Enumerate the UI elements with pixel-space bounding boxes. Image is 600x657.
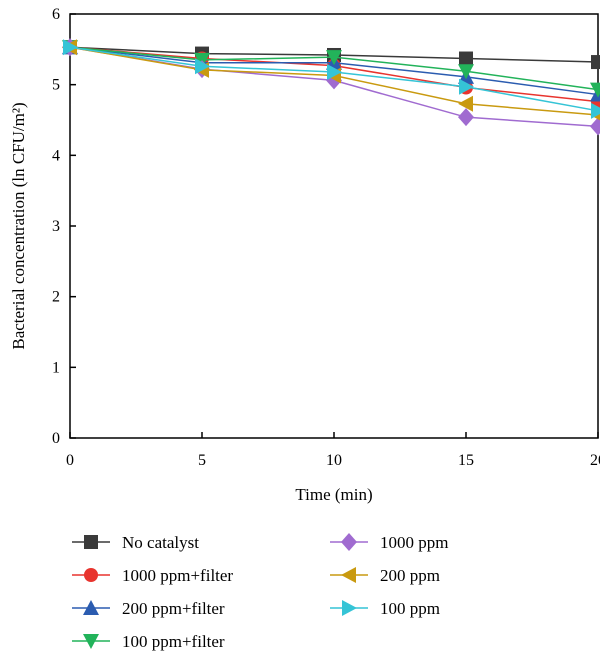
data-point	[458, 108, 474, 127]
legend-marker	[341, 567, 356, 583]
y-tick-label: 2	[52, 289, 60, 306]
legend-item: 200 ppm+filter	[72, 599, 225, 618]
data-point	[590, 117, 600, 136]
data-point	[326, 50, 342, 66]
y-tick-label: 0	[52, 430, 60, 447]
y-tick-label: 6	[52, 6, 60, 23]
legend-label: 200 ppm+filter	[122, 599, 225, 618]
data-point	[458, 64, 474, 80]
x-tick-label: 0	[66, 452, 74, 469]
legend-label: 100 ppm+filter	[122, 632, 225, 651]
data-point	[63, 39, 78, 56]
x-tick-label: 20	[590, 452, 600, 469]
data-point	[195, 58, 210, 75]
data-point	[327, 63, 342, 80]
series-layer	[62, 38, 600, 136]
legend-marker	[84, 535, 98, 549]
y-tick-label: 3	[52, 218, 60, 235]
data-point	[459, 78, 474, 95]
legend-label: 1000 ppm	[380, 533, 448, 552]
x-axis: 0 5 10 15 20	[66, 432, 600, 469]
legend-item: 1000 ppm+filter	[72, 566, 233, 585]
y-tick-label: 4	[52, 147, 60, 164]
y-axis: 0 1 2 3 4 5 6	[52, 6, 76, 447]
data-point	[459, 51, 473, 66]
legend-label: 100 ppm	[380, 599, 440, 618]
y-tick-label: 5	[52, 77, 60, 94]
legend-item: 100 ppm	[330, 599, 440, 618]
legend-label: 1000 ppm+filter	[122, 566, 233, 585]
data-point	[591, 55, 600, 70]
legend-marker	[341, 533, 357, 551]
legend-marker	[84, 568, 98, 582]
x-tick-label: 10	[326, 452, 342, 469]
data-point	[590, 82, 600, 98]
legend-marker	[83, 600, 99, 615]
series-6	[63, 39, 600, 119]
legend-item: 200 ppm	[330, 566, 440, 585]
legend-item: No catalyst	[72, 533, 199, 552]
legend-label: 200 ppm	[380, 566, 440, 585]
x-tick-label: 5	[198, 452, 206, 469]
y-axis-title: Bacterial concentration (ln CFU/m²)	[9, 102, 28, 349]
legend-item: 100 ppm+filter	[72, 632, 225, 651]
x-tick-label: 15	[458, 452, 474, 469]
legend-label: No catalyst	[122, 533, 199, 552]
y-tick-label: 1	[52, 359, 60, 376]
x-axis-title: Time (min)	[295, 485, 372, 504]
legend-item: 1000 ppm	[330, 533, 448, 552]
legend-marker	[83, 634, 99, 649]
legend: No catalyst 1000 ppm+filter 200 ppm+filter…	[72, 533, 448, 651]
data-point	[591, 102, 600, 119]
data-point	[458, 95, 473, 112]
legend-marker	[342, 600, 357, 616]
